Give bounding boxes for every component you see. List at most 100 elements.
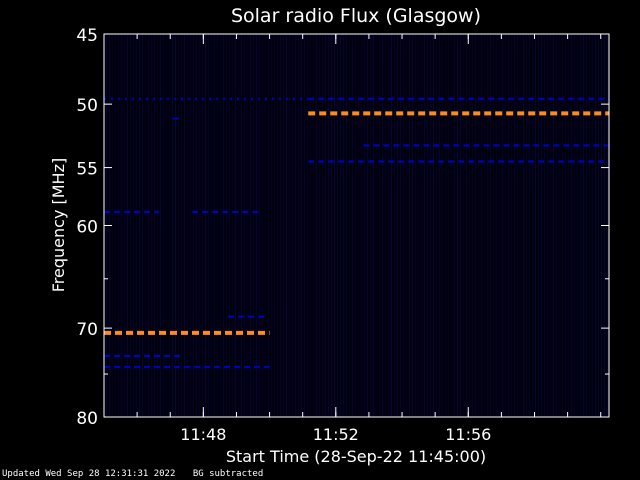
noise-streak xyxy=(397,35,398,416)
noise-streak xyxy=(505,35,506,416)
noise-streak xyxy=(526,35,527,416)
x-tick-label: 11:52 xyxy=(313,425,359,444)
noise-streak xyxy=(361,35,362,416)
y-tick-label: 45 xyxy=(76,26,98,46)
noise-streak xyxy=(172,35,173,416)
noise-streak xyxy=(538,35,539,416)
noise-streak xyxy=(304,35,305,416)
noise-streak xyxy=(178,35,179,416)
noise-streak xyxy=(130,35,131,416)
noise-streak xyxy=(508,35,509,416)
noise-streak xyxy=(481,35,482,416)
noise-streak xyxy=(271,35,272,416)
noise-streak xyxy=(244,35,245,416)
noise-streak xyxy=(595,35,596,416)
noise-streak xyxy=(547,35,548,416)
noise-streak xyxy=(265,35,266,416)
noise-streak xyxy=(358,35,359,416)
noise-streak xyxy=(574,35,575,416)
noise-streak xyxy=(409,35,410,416)
noise-streak xyxy=(559,35,560,416)
noise-streak xyxy=(214,35,215,416)
noise-streak xyxy=(463,35,464,416)
noise-streak xyxy=(475,35,476,416)
noise-streak xyxy=(586,35,587,416)
noise-streak xyxy=(118,35,119,416)
noise-streak xyxy=(469,35,470,416)
noise-streak xyxy=(391,35,392,416)
noise-streak xyxy=(187,35,188,416)
noise-streak xyxy=(406,35,407,416)
noise-streak xyxy=(376,35,377,416)
noise-streak xyxy=(418,35,419,416)
noise-streak xyxy=(133,35,134,416)
noise-streak xyxy=(223,35,224,416)
noise-streak xyxy=(289,35,290,416)
background-note: BG subtracted xyxy=(192,469,264,479)
noise-streak xyxy=(184,35,185,416)
noise-streak xyxy=(451,35,452,416)
noise-streak xyxy=(553,35,554,416)
noise-streak xyxy=(523,35,524,416)
noise-streak xyxy=(217,35,218,416)
noise-streak xyxy=(436,35,437,416)
y-tick-label: 80 xyxy=(76,409,98,429)
noise-streak xyxy=(448,35,449,416)
noise-streak xyxy=(199,35,200,416)
noise-streak xyxy=(277,35,278,416)
noise-streak xyxy=(421,35,422,416)
noise-streak xyxy=(241,35,242,416)
noise-streak xyxy=(232,35,233,416)
noise-streak xyxy=(484,35,485,416)
noise-streak xyxy=(373,35,374,416)
noise-streak xyxy=(124,35,125,416)
noise-streak xyxy=(352,35,353,416)
noise-streak xyxy=(310,35,311,416)
noise-streak xyxy=(256,35,257,416)
y-tick-label: 50 xyxy=(76,96,98,116)
noise-streak xyxy=(274,35,275,416)
noise-texture xyxy=(106,35,608,416)
noise-streak xyxy=(331,35,332,416)
noise-streak xyxy=(313,35,314,416)
noise-streak xyxy=(262,35,263,416)
noise-streak xyxy=(556,35,557,416)
footer: Updated Wed Sep 28 12:31:31 2022 BG subt… xyxy=(2,469,275,479)
noise-streak xyxy=(349,35,350,416)
noise-streak xyxy=(325,35,326,416)
noise-streak xyxy=(298,35,299,416)
noise-streak xyxy=(253,35,254,416)
noise-streak xyxy=(589,35,590,416)
noise-streak xyxy=(139,35,140,416)
noise-streak xyxy=(490,35,491,416)
plot-area xyxy=(104,34,609,417)
noise-streak xyxy=(259,35,260,416)
noise-streak xyxy=(499,35,500,416)
noise-streak xyxy=(283,35,284,416)
noise-streak xyxy=(550,35,551,416)
noise-streak xyxy=(382,35,383,416)
noise-streak xyxy=(565,35,566,416)
noise-streak xyxy=(337,35,338,416)
noise-streak xyxy=(388,35,389,416)
noise-streak xyxy=(226,35,227,416)
noise-streak xyxy=(544,35,545,416)
noise-streak xyxy=(307,35,308,416)
noise-streak xyxy=(502,35,503,416)
noise-streak xyxy=(250,35,251,416)
noise-streak xyxy=(343,35,344,416)
noise-streak xyxy=(367,35,368,416)
x-tick-label: 11:56 xyxy=(445,425,491,444)
x-axis-label: Start Time (28-Sep-22 11:45:00) xyxy=(226,447,486,466)
noise-streak xyxy=(424,35,425,416)
noise-streak xyxy=(334,35,335,416)
noise-streak xyxy=(529,35,530,416)
noise-streak xyxy=(466,35,467,416)
noise-streak xyxy=(166,35,167,416)
x-axis: 11:48 11:52 11:56 xyxy=(136,34,602,444)
noise-streak xyxy=(301,35,302,416)
noise-streak xyxy=(403,35,404,416)
noise-streak xyxy=(568,35,569,416)
noise-streak xyxy=(208,35,209,416)
